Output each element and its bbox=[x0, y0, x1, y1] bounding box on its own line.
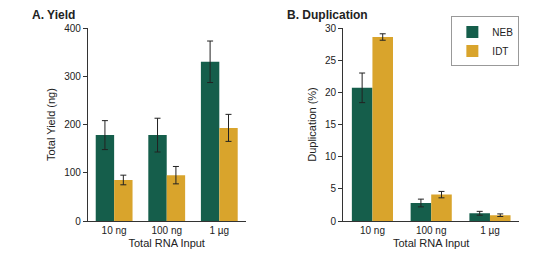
svg-text:0: 0 bbox=[330, 216, 336, 227]
svg-text:1 µg: 1 µg bbox=[480, 225, 500, 236]
svg-text:0: 0 bbox=[75, 216, 81, 227]
svg-text:20: 20 bbox=[325, 87, 337, 98]
svg-text:10 ng: 10 ng bbox=[360, 225, 385, 236]
svg-text:Total Yield (ng): Total Yield (ng) bbox=[45, 88, 57, 161]
svg-text:IDT: IDT bbox=[492, 46, 508, 57]
svg-text:A. Yield: A. Yield bbox=[32, 8, 75, 22]
svg-text:200: 200 bbox=[64, 119, 81, 130]
svg-text:Duplication (%): Duplication (%) bbox=[306, 87, 318, 162]
svg-text:300: 300 bbox=[64, 71, 81, 82]
svg-text:100: 100 bbox=[64, 167, 81, 178]
svg-text:B. Duplication: B. Duplication bbox=[287, 8, 368, 22]
svg-text:Total RNA Input: Total RNA Input bbox=[129, 237, 205, 249]
svg-text:100 ng: 100 ng bbox=[151, 225, 182, 236]
svg-text:5: 5 bbox=[330, 183, 336, 194]
svg-text:15: 15 bbox=[325, 119, 337, 130]
svg-text:10 ng: 10 ng bbox=[102, 225, 127, 236]
svg-text:10: 10 bbox=[325, 151, 337, 162]
svg-text:100 ng: 100 ng bbox=[416, 225, 447, 236]
svg-text:NEB: NEB bbox=[492, 27, 513, 38]
svg-text:Total RNA Input: Total RNA Input bbox=[393, 237, 469, 249]
svg-text:25: 25 bbox=[325, 55, 337, 66]
svg-text:400: 400 bbox=[64, 23, 81, 34]
svg-text:30: 30 bbox=[325, 23, 337, 34]
svg-text:1 µg: 1 µg bbox=[209, 225, 229, 236]
